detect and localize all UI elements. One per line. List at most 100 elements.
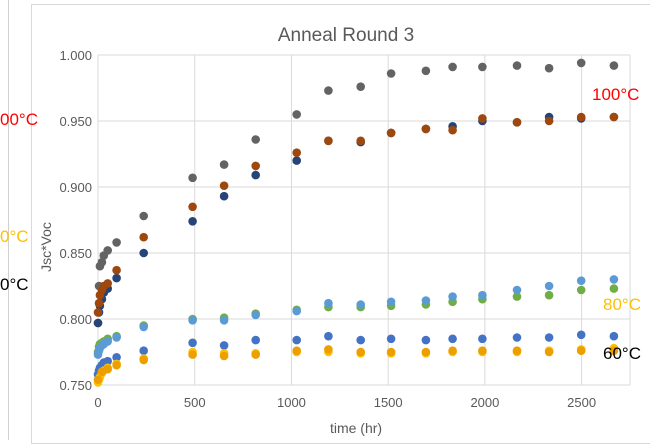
data-point [324, 345, 333, 354]
data-point [93, 375, 103, 385]
data-point [421, 296, 431, 305]
data-point [448, 334, 457, 344]
data-point [386, 128, 396, 138]
data-point [386, 297, 396, 307]
data-point [139, 248, 148, 258]
data-point [324, 136, 333, 146]
data-point [188, 350, 197, 359]
x-tick-label: 0 [94, 395, 101, 410]
data-point [219, 181, 229, 190]
data-point [139, 346, 148, 356]
data-point [219, 160, 229, 169]
data-point [292, 148, 302, 157]
data-point [103, 246, 112, 255]
y-axis-label: Jsc*Voc [38, 222, 54, 272]
data-point [324, 331, 333, 341]
data-point [103, 279, 112, 288]
chart-title: Anneal Round 3 [278, 25, 414, 46]
data-point [609, 346, 619, 356]
data-point [112, 273, 121, 283]
annotation-60c-right: 60°C [603, 344, 641, 363]
data-point [478, 290, 487, 300]
annotation-60c-left: 0°C [0, 275, 29, 294]
data-point [544, 347, 554, 357]
data-point [292, 156, 302, 165]
data-point [576, 346, 586, 356]
data-point [188, 338, 197, 348]
data-point [324, 298, 333, 308]
data-point [544, 116, 554, 126]
data-point [512, 292, 522, 301]
data-point [188, 202, 197, 212]
data-point [448, 346, 457, 356]
data-point [139, 232, 148, 242]
data-point [251, 161, 260, 171]
data-point [188, 316, 197, 325]
data-point [609, 284, 619, 293]
annotation-100c-right: 100°C [592, 85, 640, 104]
data-point [356, 136, 366, 146]
data-point [251, 310, 260, 320]
data-point [219, 191, 229, 201]
annotation-100c-left: 00°C [0, 110, 38, 129]
data-point [139, 211, 148, 221]
data-point [251, 335, 260, 345]
data-point [448, 292, 457, 301]
data-point [93, 318, 103, 328]
x-tick-label: 2500 [567, 395, 596, 410]
data-point [103, 337, 112, 346]
data-point [112, 360, 121, 370]
data-point [356, 347, 366, 357]
data-point [188, 173, 197, 183]
y-tick-label: 1.000 [59, 48, 92, 63]
data-point [386, 347, 396, 357]
data-point [478, 334, 487, 344]
data-point [103, 364, 112, 374]
data-point [544, 63, 554, 73]
data-point [103, 356, 112, 366]
data-point [112, 238, 121, 247]
data-point [356, 335, 366, 345]
y-tick-label: 0.800 [59, 312, 92, 327]
data-point [292, 346, 302, 356]
x-axis-label: time (hr) [330, 420, 382, 436]
y-tick-label: 0.850 [59, 246, 92, 261]
data-point [251, 170, 260, 180]
data-point [576, 58, 586, 68]
data-point [512, 61, 522, 70]
data-point [609, 112, 619, 122]
data-point [94, 298, 104, 308]
data-point [219, 351, 229, 361]
data-point [478, 62, 487, 72]
data-point [386, 334, 396, 344]
data-point [448, 62, 457, 72]
data-point [512, 285, 522, 295]
data-point [576, 276, 586, 286]
x-tick-label: 1000 [277, 395, 306, 410]
data-point [112, 333, 121, 342]
data-point [544, 281, 554, 291]
data-point [576, 285, 586, 295]
data-point [112, 265, 121, 275]
x-tick-label: 2000 [470, 395, 499, 410]
data-point [93, 308, 103, 317]
data-point [421, 347, 431, 357]
data-point [448, 125, 457, 135]
annotation-80c-left: 0°C [0, 227, 29, 246]
data-point [386, 69, 396, 78]
left-panel-strip [0, 0, 32, 440]
axes: 0.750 0.800 0.850 0.900 0.950 1.000 0 500 1000 15… [59, 48, 596, 410]
data-point [544, 290, 554, 300]
scatter-chart: 0.750 0.800 0.850 0.900 0.950 1.000 0 500 1000 15… [38, 25, 631, 436]
data-point [292, 335, 302, 345]
data-point [512, 333, 522, 342]
data-point [251, 350, 260, 359]
gridlines [97, 54, 631, 386]
data-point [292, 306, 302, 316]
chart-frame: 0.750 0.800 0.850 0.900 0.950 1.000 0 500 1000 15… [31, 4, 650, 444]
annotation-80c-right: 80°C [603, 295, 641, 314]
data-point [188, 217, 197, 226]
data-point [576, 330, 586, 340]
data-point [512, 346, 522, 356]
data-point [609, 331, 619, 341]
